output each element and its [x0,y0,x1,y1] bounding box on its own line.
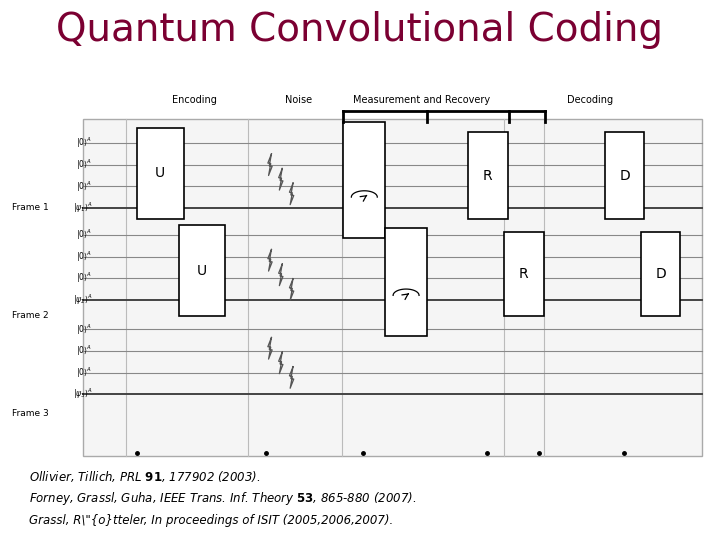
Text: Frame 1: Frame 1 [12,204,49,212]
Text: $|0\rangle^A$: $|0\rangle^A$ [76,271,92,285]
Text: Measurement and Recovery: Measurement and Recovery [353,95,490,105]
Text: $|0\rangle^A$: $|0\rangle^A$ [76,344,92,358]
Text: R: R [519,267,528,281]
Text: $|\psi_2\rangle^A$: $|\psi_2\rangle^A$ [73,293,92,307]
Text: Quantum Convolutional Coding: Quantum Convolutional Coding [56,11,664,49]
FancyBboxPatch shape [468,132,508,219]
Text: Ollivier, Tillich, PRL $\mathbf{91}$, 177902 (2003).: Ollivier, Tillich, PRL $\mathbf{91}$, 17… [29,469,261,484]
FancyBboxPatch shape [343,122,385,238]
Text: U: U [197,264,207,278]
FancyBboxPatch shape [605,132,644,219]
Text: D: D [619,168,630,183]
FancyBboxPatch shape [641,232,680,316]
FancyBboxPatch shape [83,119,702,456]
Text: R: R [483,168,492,183]
Text: $|0\rangle^A$: $|0\rangle^A$ [76,366,92,380]
FancyBboxPatch shape [137,128,184,219]
Text: $|0\rangle^A$: $|0\rangle^A$ [76,179,92,193]
Text: $|0\rangle^A$: $|0\rangle^A$ [76,322,92,336]
FancyBboxPatch shape [385,228,427,336]
Text: $|0\rangle^A$: $|0\rangle^A$ [76,249,92,264]
Text: $|\psi_1\rangle^A$: $|\psi_1\rangle^A$ [73,201,92,215]
FancyBboxPatch shape [504,232,544,316]
Text: $|0\rangle^A$: $|0\rangle^A$ [76,136,92,150]
Text: $|0\rangle^A$: $|0\rangle^A$ [76,228,92,242]
Text: Forney, Grassl, Guha, IEEE Trans. Inf. Theory $\mathbf{53}$, 865-880 (2007).: Forney, Grassl, Guha, IEEE Trans. Inf. T… [29,490,416,507]
Text: Frame 2: Frame 2 [12,312,48,320]
Text: Decoding: Decoding [567,95,613,105]
Text: U: U [155,166,166,180]
Text: D: D [655,267,666,281]
Text: Encoding: Encoding [172,95,217,105]
Text: Noise: Noise [285,95,312,105]
Text: Grassl, R\"{o}tteler, In proceedings of ISIT (2005,2006,2007).: Grassl, R\"{o}tteler, In proceedings of … [29,514,393,526]
FancyBboxPatch shape [179,225,225,316]
Text: Frame 3: Frame 3 [12,409,49,417]
Text: $|0\rangle^A$: $|0\rangle^A$ [76,158,92,172]
Text: $|\psi_3\rangle^A$: $|\psi_3\rangle^A$ [73,387,92,401]
